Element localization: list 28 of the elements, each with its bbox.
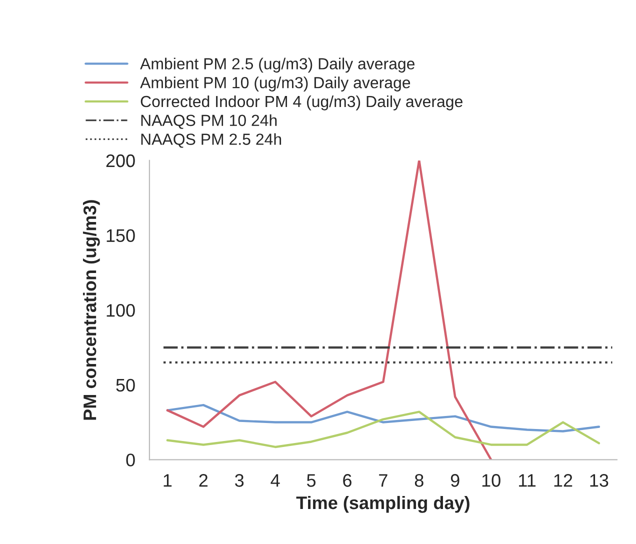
x-tick-label: 5 xyxy=(306,474,316,487)
line-series xyxy=(166,160,492,460)
legend-label: NAAQS PM 2.5 24h xyxy=(141,133,282,148)
x-tick-label: 1 xyxy=(164,474,172,487)
x-tick-label: 2 xyxy=(199,474,208,487)
legend-label: Ambient PM 2.5 (ug/m3) Daily average xyxy=(140,58,415,73)
x-tick-label: 13 xyxy=(590,474,608,487)
line-series xyxy=(166,404,600,432)
x-tick-label: 3 xyxy=(235,474,244,487)
y-axis-title: PM concentration (ug/m3) xyxy=(82,200,100,420)
y-tick-label: 0 xyxy=(126,454,135,466)
legend-label: NAAQS PM 10 24h xyxy=(141,114,277,129)
y-tick-label: 50 xyxy=(116,378,135,392)
y-tick-label: 100 xyxy=(106,304,135,317)
x-tick-label: 11 xyxy=(519,474,536,487)
x-tick-label: 8 xyxy=(414,474,424,487)
line-series xyxy=(166,410,600,448)
x-tick-label: 10 xyxy=(482,474,500,487)
y-tick-label: 150 xyxy=(106,229,135,242)
y-tick-label: 200 xyxy=(106,154,135,168)
x-tick-label: 7 xyxy=(379,474,388,487)
x-tick-label: 9 xyxy=(450,474,460,487)
legend-label: Ambient PM 10 (ug/m3) Daily average xyxy=(140,76,410,92)
x-tick-label: 6 xyxy=(343,474,352,487)
x-tick-label: 12 xyxy=(554,474,572,487)
x-axis-title: Time (sampling day) xyxy=(296,496,470,513)
x-tick-label: 4 xyxy=(270,474,280,487)
legend-label: Corrected Indoor PM 4 (ug/m3) Daily average xyxy=(140,95,462,110)
